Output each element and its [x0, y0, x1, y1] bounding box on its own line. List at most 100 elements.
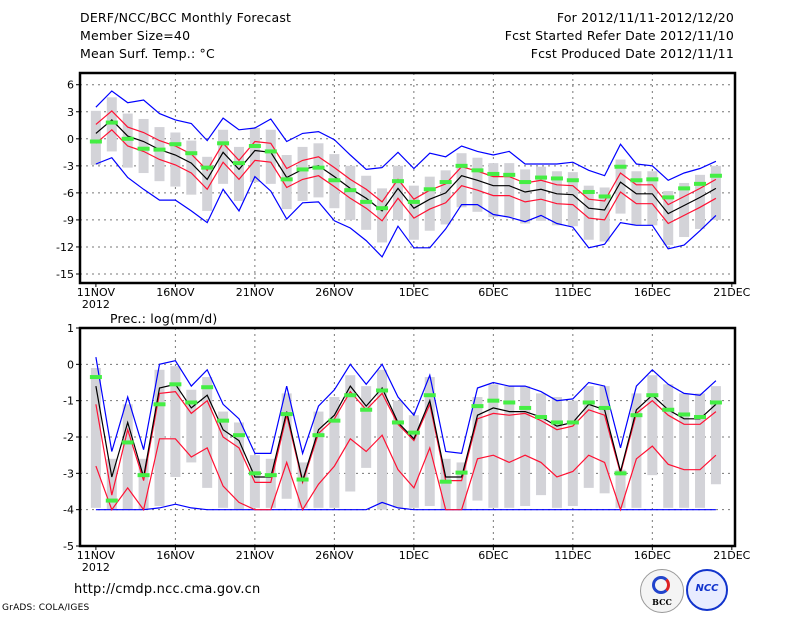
y-tick-label: 0	[67, 358, 74, 371]
spread-bar	[472, 157, 483, 212]
observed-mark	[280, 177, 293, 182]
spread-bar	[583, 386, 594, 488]
observed-mark	[503, 172, 516, 177]
spread-bar	[710, 165, 721, 220]
y-tick-label: -9	[63, 214, 74, 227]
spread-bar	[361, 386, 372, 468]
spread-bar	[345, 165, 356, 220]
spread-bar	[488, 384, 499, 508]
spread-bar	[663, 384, 674, 508]
observed-mark	[328, 178, 341, 183]
observed-mark	[582, 189, 595, 194]
observed-mark	[471, 168, 484, 173]
observed-mark	[519, 405, 532, 410]
observed-mark	[169, 142, 182, 147]
observed-mark	[137, 146, 150, 151]
spread-bar	[440, 170, 451, 225]
spread-bar	[186, 389, 197, 463]
spread-bar	[218, 129, 229, 184]
x-tick-label: 21DEC	[713, 286, 750, 299]
spread-bar	[424, 377, 435, 507]
spread-bar	[90, 367, 101, 508]
observed-mark	[630, 413, 643, 418]
spread-bar	[615, 159, 626, 214]
observed-mark	[185, 151, 198, 156]
spread-bar	[679, 182, 690, 238]
y-tick-label: 3	[67, 106, 74, 119]
spread-bar	[281, 393, 292, 499]
spread-bar	[202, 377, 213, 488]
observed-mark	[217, 141, 230, 146]
series-lower-line	[95, 434, 717, 512]
observed-mark	[709, 400, 722, 405]
website-url[interactable]: http://cmdp.ncc.cma.gov.cn	[74, 582, 261, 597]
spread-bar	[106, 458, 117, 510]
spread-bar	[504, 163, 515, 218]
series-upper-line	[95, 110, 717, 206]
observed-mark	[566, 178, 579, 183]
x-tick-label: 21NOV	[236, 549, 275, 562]
observed-mark	[121, 440, 134, 445]
forecast-produced-date: Fcst Produced Date 2012/11/11	[530, 46, 734, 61]
x-year-label: 2012	[82, 298, 110, 311]
observed-mark	[487, 398, 500, 403]
spread-bar	[695, 393, 706, 508]
spread-bar	[583, 185, 594, 240]
observed-mark	[153, 402, 166, 407]
observed-mark	[471, 404, 484, 409]
observed-mark	[105, 120, 118, 125]
spread-bar	[329, 397, 340, 508]
x-tick-label: 16DEC	[634, 549, 671, 562]
x-tick-label: 21NOV	[236, 286, 275, 299]
series-min-line	[95, 501, 716, 511]
observed-mark	[328, 418, 341, 423]
spread-bar	[281, 155, 292, 210]
series-max-line	[95, 90, 717, 182]
spread-bar	[520, 386, 531, 507]
x-tick-label: 11DEC	[554, 549, 591, 562]
observed-mark	[455, 470, 468, 475]
observed-mark	[550, 176, 563, 181]
precip-panel-label: Prec.: log(mm/d)	[110, 311, 218, 326]
observed-mark	[678, 186, 691, 191]
y-tick-label: -5	[63, 540, 74, 553]
spread-bar	[599, 187, 610, 242]
observed-mark	[535, 175, 548, 180]
ncc-logo-text: NCC	[695, 583, 719, 594]
observed-mark	[360, 407, 373, 412]
observed-mark	[566, 420, 579, 425]
spread-bar	[265, 458, 276, 508]
observed-mark	[630, 178, 643, 183]
spread-bar	[472, 397, 483, 501]
observed-mark	[646, 393, 659, 398]
observed-mark	[550, 420, 563, 425]
observed-mark	[519, 180, 532, 185]
x-tick-label: 26NOV	[315, 549, 354, 562]
observed-mark	[312, 433, 325, 438]
y-tick-label: -3	[63, 467, 74, 480]
spread-bar	[233, 422, 244, 510]
observed-mark	[439, 479, 452, 484]
observed-mark	[296, 477, 309, 482]
series-min-line	[95, 156, 717, 258]
spread-bar	[647, 375, 658, 476]
observed-mark	[391, 420, 404, 425]
observed-mark	[614, 164, 627, 169]
spread-bar	[186, 140, 197, 195]
observed-mark	[121, 136, 134, 141]
plot-frame	[78, 326, 737, 548]
spread-bar	[647, 171, 658, 226]
observed-mark	[614, 471, 627, 476]
observed-mark	[694, 415, 707, 420]
x-tick-label: 11DEC	[554, 286, 591, 299]
spread-bar	[488, 163, 499, 218]
x-tick-label: 16NOV	[156, 286, 195, 299]
observed-mark	[360, 199, 373, 204]
x-tick-label: 16DEC	[634, 286, 671, 299]
spread-bar	[504, 386, 515, 508]
spread-bar	[313, 143, 324, 198]
y-tick-label: -2	[63, 431, 74, 444]
spread-bar	[520, 169, 531, 224]
